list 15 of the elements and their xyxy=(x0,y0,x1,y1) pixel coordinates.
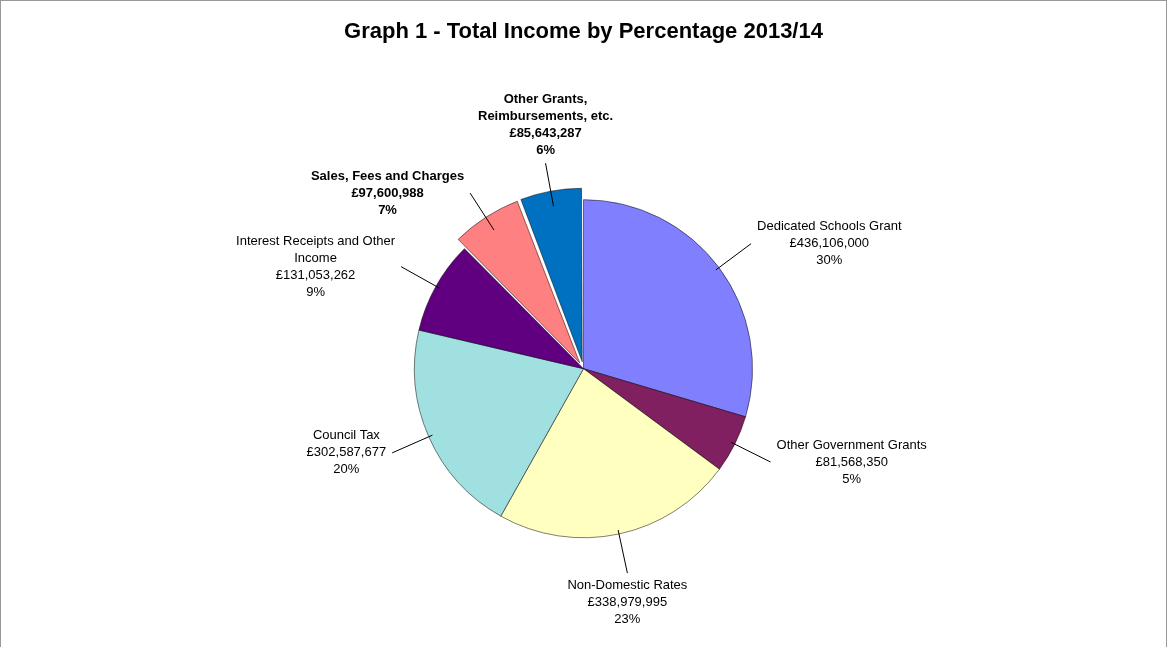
slice-label: Other Grants, Reimbursements, etc. xyxy=(477,91,614,124)
data-label: £338,979,995 23% xyxy=(587,594,668,627)
slice-label: Interest Receipts and Other Income xyxy=(236,232,396,265)
slice-label: Dedicated Schools Grant xyxy=(757,218,902,234)
chart-title: Graph 1 - Total Income by Percentage 2013/14 xyxy=(344,18,824,44)
slice-label: Sales, Fees and Charges xyxy=(310,167,465,183)
data-label: £85,643,287 6% xyxy=(509,125,582,158)
data-label: £81,568,350 5% xyxy=(815,453,888,486)
data-label: £131,053,262 9% xyxy=(275,266,356,299)
slice-label: Council Tax xyxy=(312,427,381,443)
data-label: £302,587,677 20% xyxy=(306,444,387,477)
data-label: £97,600,988 7% xyxy=(351,184,424,217)
slice-label: Other Government Grants xyxy=(776,436,928,452)
slice-label: Non-Domestic Rates xyxy=(567,577,688,593)
data-label: £436,106,000 30% xyxy=(789,235,870,268)
